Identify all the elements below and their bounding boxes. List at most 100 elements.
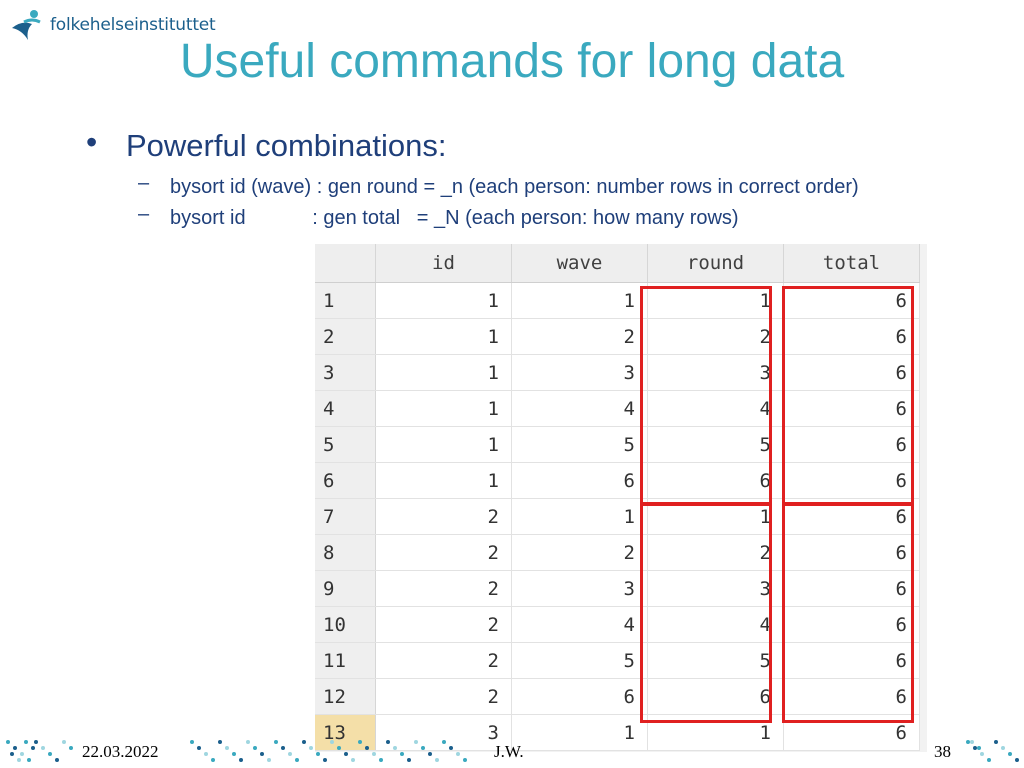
cell-id[interactable]: 2 (375, 498, 512, 535)
row-number-cell[interactable]: 4 (315, 390, 376, 427)
cell-id[interactable]: 2 (375, 678, 512, 715)
decorative-dot (295, 758, 299, 762)
row-number-cell[interactable]: 6 (315, 462, 376, 499)
cell-wave[interactable]: 3 (511, 354, 648, 391)
highlight-total-group-1 (782, 286, 914, 505)
cell-wave[interactable]: 6 (511, 678, 648, 715)
cell-id[interactable]: 2 (375, 606, 512, 643)
cell-round[interactable]: 2 (647, 534, 784, 571)
row-number-cell[interactable]: 13 (315, 714, 376, 751)
cell-wave[interactable]: 2 (511, 534, 648, 571)
decorative-dot (31, 746, 35, 750)
decorative-dot (13, 746, 17, 750)
row-number-cell[interactable]: 11 (315, 642, 376, 679)
decorative-dot (211, 758, 215, 762)
logo-text: folkehelseinstituttet (50, 15, 216, 35)
cell-total[interactable]: 6 (783, 426, 920, 463)
decorative-dot (281, 746, 285, 750)
cell-total[interactable]: 6 (783, 390, 920, 427)
cell-round[interactable]: 6 (647, 678, 784, 715)
row-number-cell[interactable]: 12 (315, 678, 376, 715)
sub-bullet-1-text: bysort id (wave) : gen round = _n (each … (170, 176, 859, 198)
row-number-cell[interactable]: 8 (315, 534, 376, 571)
row-number-cell[interactable]: 9 (315, 570, 376, 607)
cell-wave[interactable]: 2 (511, 318, 648, 355)
cell-wave[interactable]: 1 (511, 714, 648, 751)
decorative-dot (386, 740, 390, 744)
decorative-dot (1001, 746, 1005, 750)
cell-wave[interactable]: 3 (511, 570, 648, 607)
bullet-main-text: Powerful combinations: (126, 128, 447, 163)
cell-wave[interactable]: 4 (511, 390, 648, 427)
decorative-dot (288, 752, 292, 756)
cell-total[interactable]: 6 (783, 318, 920, 355)
decorative-dot (407, 758, 411, 762)
cell-total[interactable]: 6 (783, 678, 920, 715)
cell-round[interactable]: 4 (647, 606, 784, 643)
cell-round[interactable]: 4 (647, 390, 784, 427)
cell-id[interactable]: 1 (375, 318, 512, 355)
cell-wave[interactable]: 1 (511, 282, 648, 319)
cell-total[interactable]: 6 (783, 534, 920, 571)
cell-id[interactable]: 1 (375, 462, 512, 499)
row-number-cell[interactable]: 1 (315, 282, 376, 319)
cell-wave[interactable]: 5 (511, 426, 648, 463)
cell-total[interactable]: 6 (783, 606, 920, 643)
column-header-wave[interactable]: wave (511, 244, 648, 283)
cell-wave[interactable]: 6 (511, 462, 648, 499)
cell-round[interactable]: 3 (647, 570, 784, 607)
decorative-dot (365, 746, 369, 750)
cell-wave[interactable]: 1 (511, 498, 648, 535)
cell-total[interactable]: 6 (783, 462, 920, 499)
cell-id[interactable]: 2 (375, 534, 512, 571)
decorative-dot (994, 740, 998, 744)
decorative-dot (24, 740, 28, 744)
row-number-cell[interactable]: 2 (315, 318, 376, 355)
cell-id[interactable]: 3 (375, 714, 512, 751)
decorative-dot (435, 758, 439, 762)
table-row[interactable]: 11 2 5 5 6 (315, 642, 920, 679)
column-header-total[interactable]: total (783, 244, 920, 283)
cell-wave[interactable]: 4 (511, 606, 648, 643)
decorative-dot (1008, 752, 1012, 756)
decorative-dot (400, 752, 404, 756)
decorative-dot (980, 752, 984, 756)
cell-id[interactable]: 1 (375, 390, 512, 427)
table-row[interactable]: 12 2 6 6 6 (315, 678, 920, 715)
decorative-dot (330, 740, 334, 744)
decorative-dot (987, 758, 991, 762)
table-row[interactable]: 10 2 4 4 6 (315, 606, 920, 643)
row-number-cell[interactable]: 3 (315, 354, 376, 391)
row-number-cell[interactable]: 10 (315, 606, 376, 643)
cell-id[interactable]: 2 (375, 570, 512, 607)
cell-total[interactable]: 6 (783, 642, 920, 679)
decorative-dot (41, 746, 45, 750)
logo: folkehelseinstituttet (10, 8, 216, 42)
cell-round[interactable]: 6 (647, 462, 784, 499)
cell-round[interactable]: 5 (647, 642, 784, 679)
cell-total[interactable]: 6 (783, 354, 920, 391)
column-header-round[interactable]: round (647, 244, 784, 283)
cell-id[interactable]: 2 (375, 642, 512, 679)
decorative-dot (225, 746, 229, 750)
column-header-id[interactable]: id (375, 244, 512, 283)
cell-total[interactable]: 6 (783, 570, 920, 607)
cell-id[interactable]: 1 (375, 354, 512, 391)
cell-wave[interactable]: 5 (511, 642, 648, 679)
cell-round[interactable]: 2 (647, 318, 784, 355)
decorative-dot (316, 752, 320, 756)
decorative-dot (10, 752, 14, 756)
cell-id[interactable]: 1 (375, 426, 512, 463)
cell-id[interactable]: 1 (375, 282, 512, 319)
highlight-round-group-2 (640, 503, 772, 723)
row-number-cell[interactable]: 5 (315, 426, 376, 463)
decorative-dot (20, 752, 24, 756)
row-number-cell[interactable]: 7 (315, 498, 376, 535)
